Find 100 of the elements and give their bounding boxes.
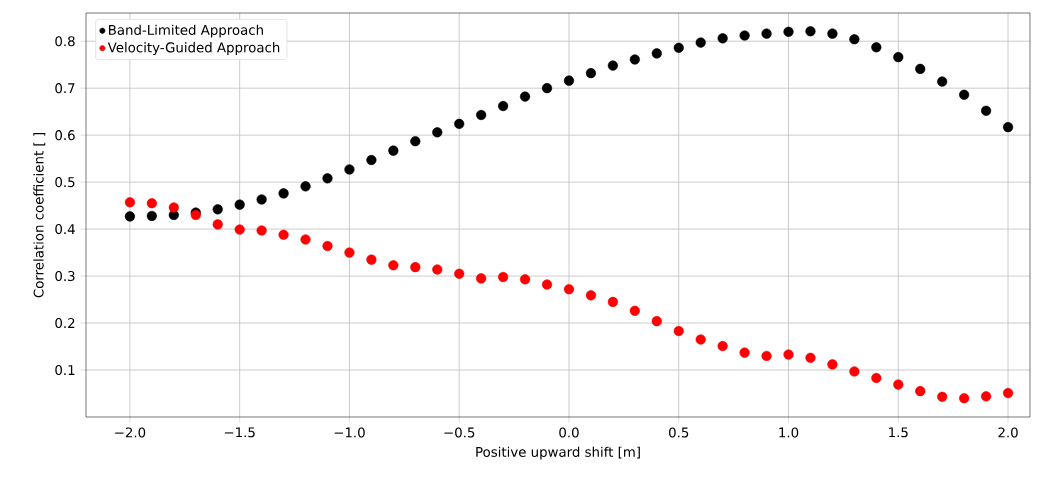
legend-label: Velocity-Guided Approach	[107, 42, 280, 56]
point	[651, 48, 662, 59]
point	[322, 240, 333, 252]
point	[1002, 122, 1014, 133]
point	[651, 316, 662, 327]
point	[124, 197, 135, 208]
point	[783, 26, 794, 37]
x-axis-title: Positive upward shift [m]	[476, 446, 640, 460]
point	[717, 341, 728, 352]
point	[256, 194, 267, 205]
point	[124, 211, 135, 222]
point	[805, 26, 816, 37]
y-tick-label: 0.8	[55, 36, 75, 47]
point	[520, 91, 531, 102]
point	[476, 109, 487, 121]
x-tick-label: 0.5	[669, 427, 689, 438]
point	[827, 359, 838, 370]
point	[761, 28, 772, 39]
point	[761, 350, 772, 361]
point	[673, 42, 684, 53]
point	[388, 145, 399, 156]
point	[300, 234, 311, 245]
y-tick-label: 0.3	[55, 271, 75, 282]
x-tick-label: −1.5	[224, 427, 255, 438]
point	[168, 202, 179, 213]
point	[629, 54, 640, 65]
point	[783, 349, 794, 360]
point	[388, 260, 399, 271]
point	[278, 188, 289, 199]
point	[893, 52, 904, 63]
point	[498, 100, 509, 112]
point	[915, 386, 926, 397]
point	[410, 262, 421, 273]
point	[300, 181, 311, 192]
x-tick-label: 0.0	[559, 427, 579, 438]
point	[563, 284, 575, 295]
point	[585, 290, 596, 301]
y-tick-label: 0.6	[55, 130, 75, 141]
point	[520, 274, 531, 285]
point	[739, 347, 750, 358]
point	[454, 118, 465, 129]
point	[937, 76, 948, 87]
point	[981, 105, 992, 116]
point	[366, 154, 377, 166]
point	[717, 33, 728, 44]
point	[410, 136, 421, 147]
point	[871, 372, 882, 384]
point	[146, 210, 157, 222]
point	[322, 173, 333, 184]
point	[432, 127, 443, 138]
legend-label: Band-Limited Approach	[109, 24, 263, 38]
point	[278, 229, 289, 240]
point	[981, 391, 992, 402]
point	[541, 83, 553, 94]
point	[959, 393, 970, 404]
point	[959, 89, 970, 100]
point	[937, 391, 948, 402]
y-tick-label: 0.1	[55, 364, 75, 376]
x-tick-label: −2.0	[115, 427, 146, 438]
point	[629, 305, 640, 316]
point	[146, 198, 157, 209]
point	[827, 28, 838, 39]
point	[432, 264, 443, 275]
point	[454, 268, 465, 279]
y-tick-label: 0.5	[55, 177, 75, 188]
point	[212, 204, 223, 215]
point	[212, 219, 223, 230]
y-tick-label: 0.2	[55, 317, 75, 329]
point	[234, 224, 245, 235]
y-axis-title: Correlation coefficient [ ]	[33, 133, 46, 298]
point	[585, 68, 596, 79]
x-tick-label: 1.0	[779, 427, 799, 438]
point	[695, 37, 706, 48]
point	[563, 75, 575, 86]
y-tick-label: 0.7	[55, 83, 75, 94]
point	[234, 199, 245, 210]
point	[498, 271, 509, 283]
point	[695, 334, 706, 345]
x-tick-label: 1.5	[889, 427, 908, 438]
point	[256, 225, 267, 236]
point	[849, 34, 860, 45]
point	[805, 352, 816, 363]
point	[871, 42, 882, 53]
point	[849, 366, 860, 377]
point	[1002, 387, 1014, 399]
x-tick-label: 2.0	[998, 427, 1018, 438]
y-tick-label: 0.4	[55, 224, 75, 235]
point	[344, 164, 355, 175]
point	[915, 63, 926, 74]
x-tick-label: −1.0	[334, 427, 365, 438]
point	[893, 379, 904, 390]
point	[739, 30, 750, 41]
point	[607, 60, 618, 71]
point	[541, 279, 553, 290]
point	[607, 296, 618, 307]
point	[366, 254, 377, 265]
point	[673, 325, 684, 337]
point	[476, 273, 487, 284]
x-tick-label: −0.5	[444, 427, 475, 438]
point	[344, 247, 355, 258]
